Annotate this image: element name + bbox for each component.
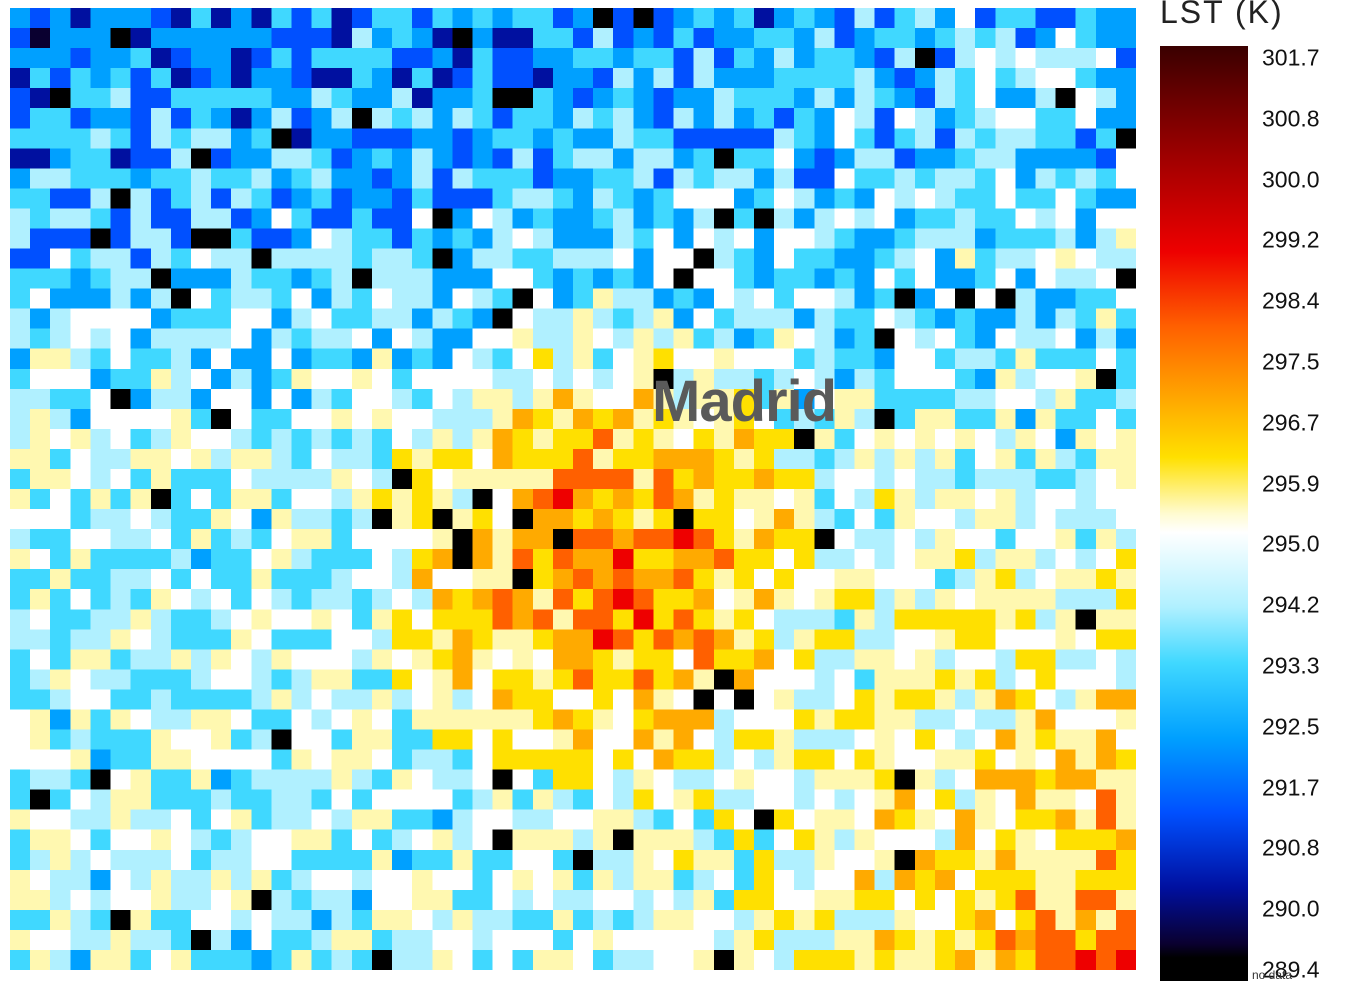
legend-title: LST (K): [1160, 0, 1284, 30]
colorbar-tick-label: 300.8: [1262, 105, 1320, 132]
colorbar-tick-label: 293.3: [1262, 652, 1320, 679]
colorbar-tick-label: 300.0: [1262, 166, 1320, 193]
colorbar-tick-label: 291.7: [1262, 774, 1320, 801]
colorbar-tick-label: 301.7: [1262, 44, 1320, 71]
colorbar-tick-label: 298.4: [1262, 287, 1320, 314]
colorbar-tick-label: 297.5: [1262, 348, 1320, 375]
city-label-madrid: Madrid: [652, 369, 837, 434]
heatmap-canvas: [10, 8, 1136, 970]
colorbar-tick-label: 290.8: [1262, 834, 1320, 861]
colorbar-tick-label: 294.2: [1262, 591, 1320, 618]
colorbar-tick-label: 295.0: [1262, 530, 1320, 557]
colorbar-tick-label: 295.9: [1262, 470, 1320, 497]
legend-no-data-label: no data: [1252, 968, 1293, 982]
colorbar-tick-label: 290.0: [1262, 895, 1320, 922]
colorbar-tick-label: 299.2: [1262, 226, 1320, 253]
colorbar-gradient: [1160, 46, 1248, 981]
colorbar: [1160, 46, 1248, 981]
colorbar-tick-label: 292.5: [1262, 713, 1320, 740]
colorbar-tick-label: 289.4: [1262, 956, 1320, 983]
colorbar-tick-label: 296.7: [1262, 409, 1320, 436]
lst-heatmap: [10, 8, 1136, 970]
